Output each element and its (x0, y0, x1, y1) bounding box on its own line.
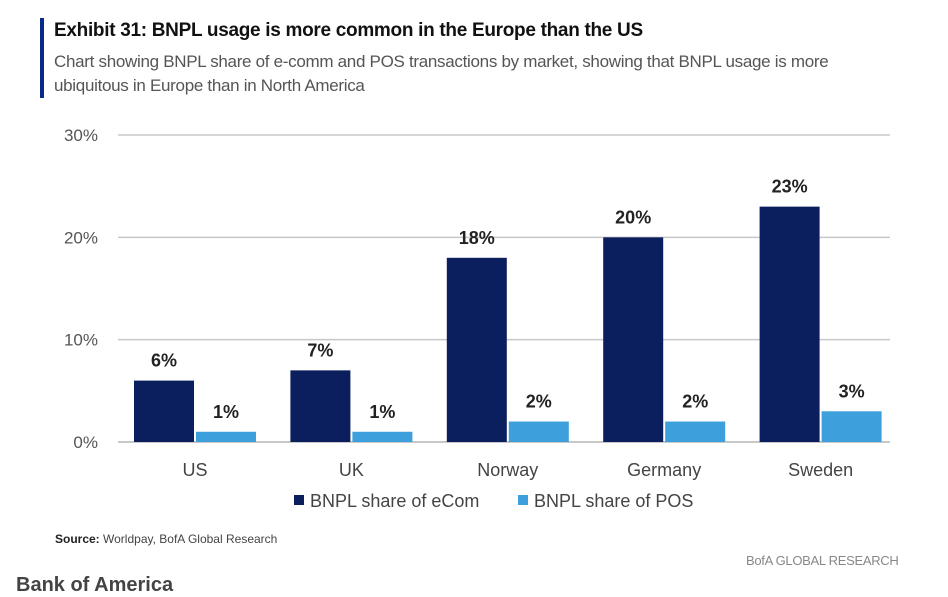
data-label: 18% (459, 228, 495, 248)
data-label: 2% (682, 392, 708, 412)
y-tick-label: 0% (73, 433, 98, 452)
x-tick-label: Sweden (788, 460, 853, 480)
bar-ecom (759, 206, 820, 442)
bar-pos (352, 431, 413, 442)
data-label: 23% (772, 177, 808, 197)
x-tick-label: Germany (627, 460, 701, 480)
source-note: Source: Worldpay, BofA Global Research (55, 532, 277, 546)
data-label: 7% (307, 340, 333, 360)
data-label: 2% (526, 392, 552, 412)
page-caption: Bank of America (16, 574, 174, 596)
bar-pos (508, 421, 569, 442)
bar-pos (821, 411, 882, 442)
chart-title: Exhibit 31: BNPL usage is more common in… (54, 20, 643, 41)
y-tick-label: 30% (64, 126, 98, 145)
data-label: 20% (615, 207, 651, 227)
title-accent-bar (40, 18, 44, 98)
bar-ecom (446, 257, 507, 442)
legend-swatch (518, 495, 528, 505)
x-tick-label: Norway (477, 460, 538, 480)
legend-label: BNPL share of POS (534, 491, 693, 511)
data-label: 3% (839, 381, 865, 401)
bar-ecom (134, 380, 194, 442)
source-label: Source: (55, 532, 100, 546)
legend-label: BNPL share of eCom (310, 491, 479, 511)
y-tick-label: 20% (64, 228, 98, 247)
chart-subtitle: Chart showing BNPL share of e-comm and P… (54, 52, 829, 95)
y-tick-label: 10% (64, 331, 98, 350)
bar-pos (196, 431, 256, 442)
data-label: 1% (213, 402, 239, 422)
data-label: 1% (369, 402, 395, 422)
bar-ecom (290, 370, 351, 442)
data-label: 6% (151, 351, 177, 371)
brand-mark: BofA GLOBAL RESEARCH (746, 553, 899, 568)
source-text: Worldpay, BofA Global Research (99, 532, 278, 546)
legend-swatch (294, 495, 304, 505)
bar-pos (665, 421, 726, 442)
x-tick-label: US (182, 460, 207, 480)
bar-ecom (603, 237, 664, 442)
x-tick-label: UK (339, 460, 364, 480)
